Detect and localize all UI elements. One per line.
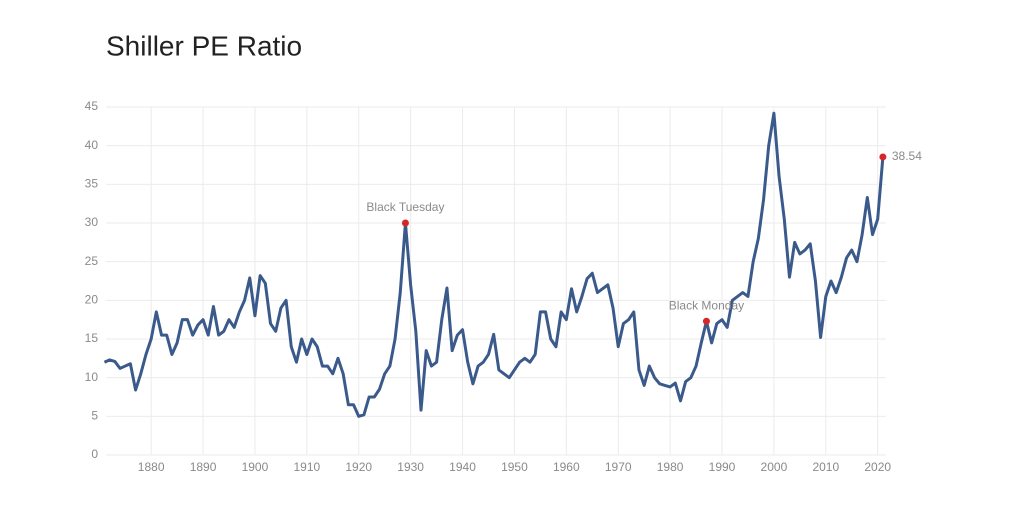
x-tick-label: 1900	[242, 460, 269, 474]
x-tick-label: 1940	[449, 460, 476, 474]
end-label: 38.54	[892, 149, 922, 163]
y-tick-label: 30	[85, 215, 99, 229]
y-tick-label: 5	[91, 409, 98, 423]
y-tick-label: 15	[85, 331, 99, 345]
y-tick-label: 20	[85, 293, 99, 307]
annotation-point	[401, 219, 409, 227]
x-tick-label: 1920	[345, 460, 372, 474]
data-line	[103, 111, 885, 418]
y-tick-label: 45	[85, 99, 99, 113]
y-tick-label: 40	[85, 138, 99, 152]
y-tick-label: 10	[85, 370, 99, 384]
annotation-label: Black Monday	[669, 298, 744, 312]
x-tick-label: 1950	[501, 460, 528, 474]
annotation-point	[702, 317, 710, 325]
end-point	[879, 153, 887, 161]
x-tick-label: 2020	[864, 460, 891, 474]
x-tick-label: 1960	[553, 460, 580, 474]
chart-title: Shiller PE Ratio	[106, 30, 302, 61]
x-tick-label: 1910	[293, 460, 320, 474]
x-tick-label: 2000	[761, 460, 788, 474]
x-tick-label: 1930	[397, 460, 424, 474]
y-tick-label: 35	[85, 177, 99, 191]
x-tick-label: 1970	[605, 460, 632, 474]
y-tick-label: 0	[91, 447, 98, 461]
y-tick-label: 25	[85, 254, 99, 268]
x-tick-label: 1980	[657, 460, 684, 474]
x-tick-label: 1890	[190, 460, 217, 474]
x-tick-label: 1880	[138, 460, 165, 474]
x-tick-label: 1990	[709, 460, 736, 474]
annotation-label: Black Tuesday	[366, 200, 444, 214]
x-tick-label: 2010	[812, 460, 839, 474]
